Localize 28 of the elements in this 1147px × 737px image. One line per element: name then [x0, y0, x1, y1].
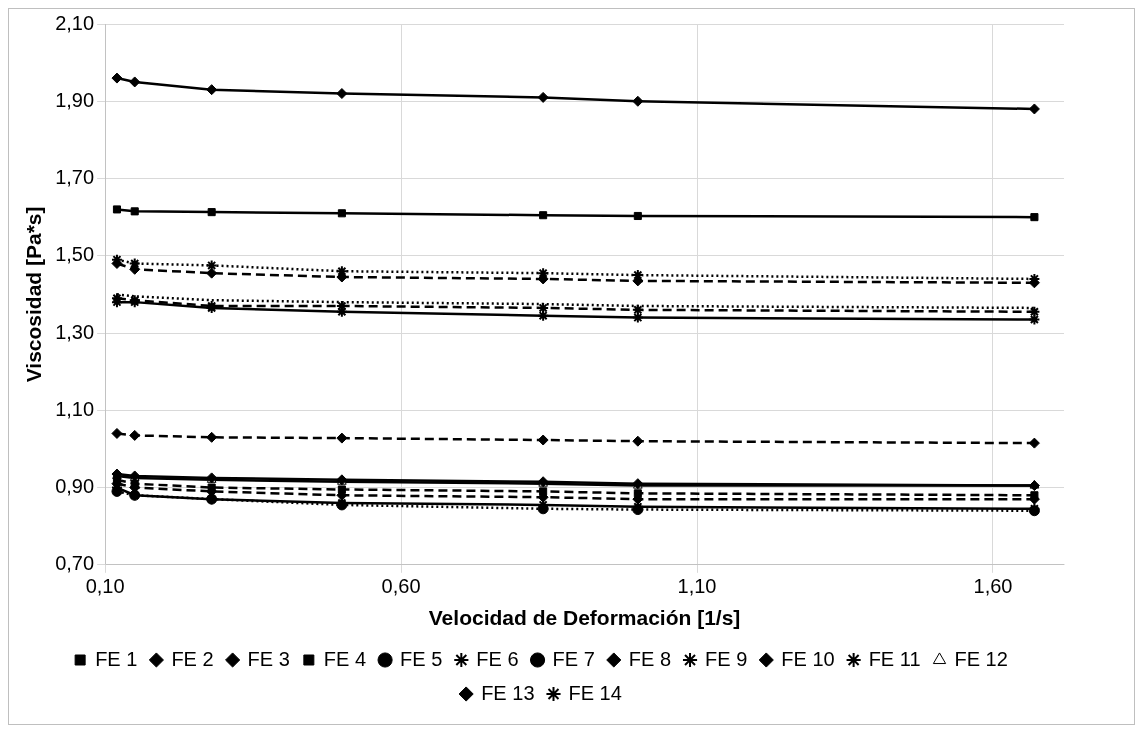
x-tick-label: 1,10	[677, 575, 717, 598]
legend-label: FE 2	[171, 647, 214, 670]
x-tick-label: 0,10	[85, 575, 125, 598]
y-tick-label: 1,30	[55, 320, 95, 343]
legend-label: FE 7	[552, 647, 595, 670]
y-tick-label: 1,70	[55, 166, 95, 189]
y-tick-label: 0,90	[55, 475, 95, 498]
legend-label: FE 13	[481, 681, 535, 704]
x-axis-title: Velocidad de Deformación [1/s]	[428, 606, 741, 630]
legend-label: FE 14	[568, 681, 622, 704]
y-tick-label: 1,10	[55, 397, 95, 420]
legend-label: FE 9	[705, 647, 748, 670]
legend-label: FE 3	[247, 647, 290, 670]
y-tick-label: 1,50	[55, 243, 95, 266]
legend-label: FE 8	[628, 647, 672, 670]
y-tick-label: 2,10	[55, 11, 95, 34]
legend-label: FE 6	[476, 647, 519, 670]
x-tick-label: 0,60	[381, 575, 421, 598]
y-axis-title: Viscosidad [Pa*s]	[22, 206, 46, 383]
legend-label: FE 4	[323, 647, 367, 670]
x-tick-label: 1,60	[973, 575, 1013, 598]
legend-label: FE 12	[954, 647, 1008, 670]
y-tick-label: 1,90	[55, 88, 95, 111]
legend-label: FE 5	[400, 647, 443, 670]
legend-label: FE 1	[95, 647, 138, 670]
y-tick-label: 0,70	[55, 552, 95, 575]
legend-label: FE 10	[781, 647, 835, 670]
legend-label: FE 11	[868, 647, 921, 670]
